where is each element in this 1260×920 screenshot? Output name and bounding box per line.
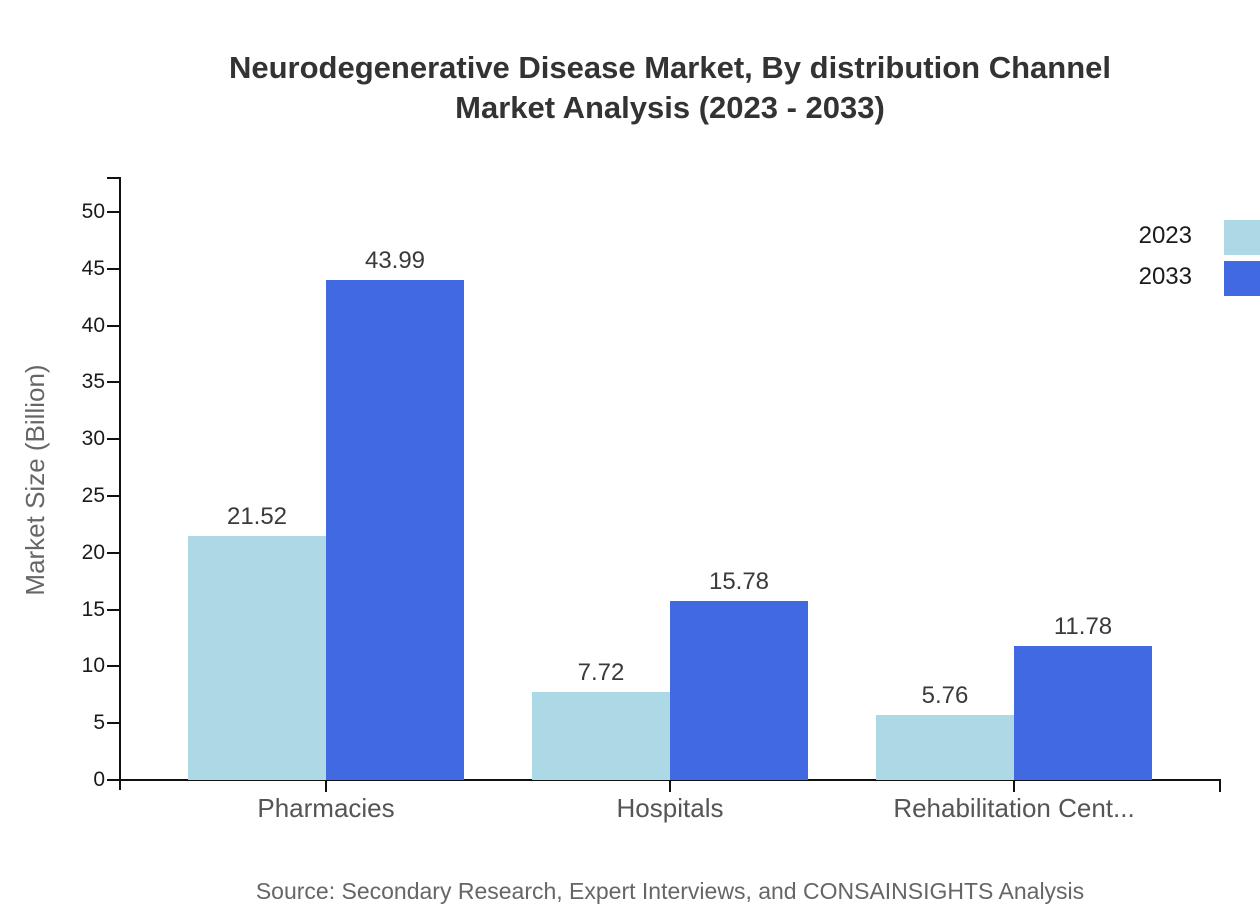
y-tick-mark <box>107 381 119 384</box>
y-tick-label: 40 <box>81 313 105 337</box>
bar-2023-1 <box>532 692 670 780</box>
x-tick-mark <box>669 780 671 792</box>
y-tick-label: 0 <box>93 768 105 791</box>
y-tick-mark <box>107 665 119 668</box>
y-tick-label: 15 <box>81 597 105 621</box>
bar-2033-0 <box>326 280 464 780</box>
y-tick-label: 30 <box>81 427 105 451</box>
y-tick-mark <box>107 551 119 554</box>
y-tick-mark <box>107 722 119 725</box>
bar-value-label: 7.72 <box>577 659 625 687</box>
bar-2023-2 <box>876 714 1014 780</box>
bar-2033-1 <box>670 600 808 780</box>
x-axis-end-cap <box>1219 779 1221 792</box>
bar-2033-2 <box>1014 646 1152 780</box>
y-tick-mark <box>107 211 119 213</box>
y-tick-mark <box>107 324 119 327</box>
legend-label-2033: 2033 <box>1138 263 1192 290</box>
chart-title-line1: Neurodegenerative Disease Market, By dis… <box>228 50 1112 85</box>
y-tick-mark <box>107 438 119 441</box>
bar-value-label: 21.52 <box>226 502 288 530</box>
source-note: Source: Secondary Research, Expert Inter… <box>255 878 1085 904</box>
y-tick-label: 10 <box>81 654 105 678</box>
bar-2023-0 <box>188 535 326 780</box>
bar-value-label: 43.99 <box>364 247 426 275</box>
legend-swatch-2033 <box>1224 261 1260 296</box>
chart-title: Neurodegenerative Disease Market, By dis… <box>80 48 1260 128</box>
y-tick-label: 20 <box>81 540 105 564</box>
bar-value-label: 15.78 <box>708 567 770 595</box>
y-tick-mark <box>107 779 119 781</box>
y-axis-end-cap <box>107 177 121 179</box>
y-tick-mark <box>107 608 119 611</box>
y-tick-label: 35 <box>81 370 105 394</box>
bar-value-label: 5.76 <box>921 681 969 709</box>
x-tick-mark <box>325 780 327 792</box>
legend-swatch-2023 <box>1224 220 1260 255</box>
y-axis-line <box>119 177 121 790</box>
y-tick-label: 45 <box>81 256 105 280</box>
y-tick-label: 25 <box>81 484 105 507</box>
chart-title-line2: Market Analysis (2023 - 2033) <box>455 90 885 125</box>
x-tick-mark <box>1013 780 1015 792</box>
legend-label-2023: 2023 <box>1138 222 1192 249</box>
bar-value-label: 11.78 <box>1053 613 1113 641</box>
y-tick-mark <box>107 495 119 497</box>
y-tick-label: 5 <box>93 711 105 735</box>
y-tick-label: 50 <box>81 200 105 223</box>
x-category-label: Hospitals <box>616 793 724 823</box>
x-category-label: Pharmacies <box>257 793 395 823</box>
x-category-label: Rehabilitation Cent... <box>893 793 1135 823</box>
y-tick-mark <box>107 267 119 270</box>
